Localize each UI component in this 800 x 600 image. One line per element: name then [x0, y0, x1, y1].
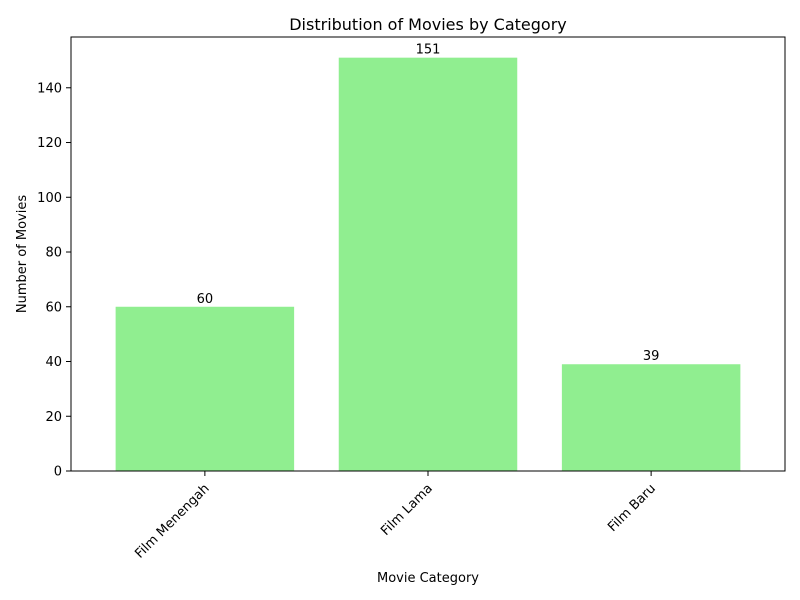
y-tick-label: 100 [37, 191, 62, 206]
plot-frame [70, 36, 786, 472]
y-tick-label: 80 [45, 246, 62, 261]
y-tick-label: 0 [54, 465, 62, 480]
bar-value-label: 60 [197, 292, 214, 307]
y-tick-label: 120 [37, 136, 62, 151]
bars-group: 60 151 39 [115, 43, 741, 472]
y-axis: 0 20 40 60 80 100 120 140 [37, 81, 71, 480]
bar [338, 57, 518, 472]
bar-value-label: 39 [643, 349, 660, 364]
y-tick-label: 20 [45, 410, 62, 425]
bar [561, 364, 741, 471]
y-tick-label: 40 [45, 355, 62, 370]
x-tick-label: Film Baru [605, 481, 659, 535]
y-axis-label: Number of Movies [15, 195, 30, 313]
chart-title: Distribution of Movies by Category [289, 15, 567, 34]
x-axis-label: Movie Category [377, 571, 479, 586]
x-tick-label: Film Lama [378, 481, 436, 539]
bar-value-label: 151 [416, 43, 441, 58]
bar [115, 306, 295, 471]
x-axis: Film Menengah Film Lama Film Baru [132, 471, 659, 562]
y-tick-label: 140 [37, 81, 62, 96]
y-tick-label: 60 [45, 300, 62, 315]
x-tick-label: Film Menengah [132, 481, 212, 561]
